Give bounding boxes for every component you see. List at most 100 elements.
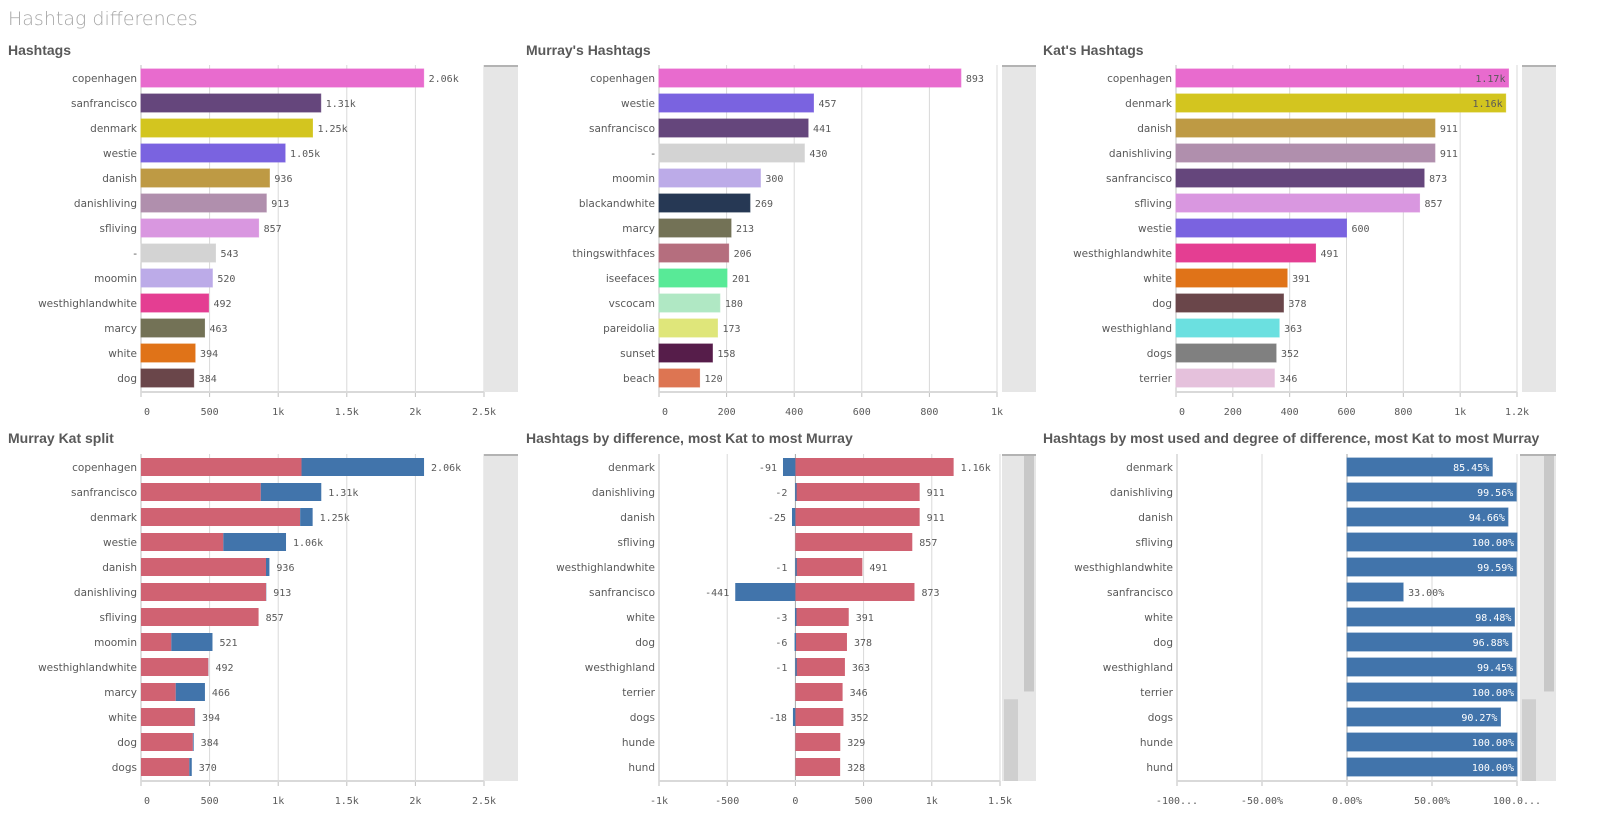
bar-row[interactable]: - 543 xyxy=(133,243,239,263)
bar-segment-murray[interactable] xyxy=(175,683,205,701)
bar[interactable] xyxy=(658,218,732,238)
bar[interactable] xyxy=(140,68,425,88)
scrollbar-thumb[interactable] xyxy=(1002,65,1036,67)
bar-murray[interactable] xyxy=(794,608,797,626)
bar[interactable] xyxy=(658,293,721,313)
bar-row[interactable]: terrier 346 xyxy=(1139,368,1297,388)
bar-row[interactable]: hund 328 xyxy=(628,758,865,776)
bar-row[interactable]: dog 96.88% xyxy=(1153,632,1513,652)
bar-murray[interactable] xyxy=(794,633,797,651)
bar[interactable] xyxy=(140,293,210,313)
bar[interactable] xyxy=(658,193,751,213)
bar[interactable] xyxy=(1175,368,1275,388)
bar[interactable] xyxy=(1175,168,1425,188)
bar-row[interactable]: white 98.48% xyxy=(1144,607,1515,627)
bar[interactable] xyxy=(658,368,701,388)
chart-scrollbar[interactable] xyxy=(484,65,518,392)
bar-murray[interactable] xyxy=(791,508,796,526)
bar-row[interactable]: dogs 352 xyxy=(1147,343,1299,363)
bar-segment-kat[interactable] xyxy=(141,633,172,651)
bar-row[interactable]: sanfrancisco 441 xyxy=(589,118,831,138)
bar-row[interactable]: denmark 1.25k xyxy=(90,118,348,138)
bar[interactable] xyxy=(1175,93,1507,113)
bar-row[interactable]: danishliving 913 xyxy=(74,583,291,601)
bar-row[interactable]: westie 1.05k xyxy=(103,143,320,163)
bar[interactable] xyxy=(1175,143,1436,163)
bar-row[interactable]: terrier 346 xyxy=(622,683,868,701)
bar-segment-murray[interactable] xyxy=(192,733,194,751)
bar-murray[interactable] xyxy=(795,483,797,501)
bar-row[interactable]: terrier 100.00% xyxy=(1140,682,1518,702)
bar-row[interactable]: sanfrancisco 33.00% xyxy=(1107,582,1444,602)
bar-segment-kat[interactable] xyxy=(141,583,266,601)
bar[interactable] xyxy=(1346,707,1501,727)
bar[interactable] xyxy=(140,343,196,363)
bar[interactable] xyxy=(1175,243,1317,263)
bar-row[interactable]: denmark 1.16k xyxy=(1125,93,1507,113)
bar-row[interactable]: iseefaces 201 xyxy=(606,268,750,288)
bar[interactable] xyxy=(1346,657,1517,677)
bar-row[interactable]: white 394 xyxy=(108,343,218,363)
bar-murray[interactable] xyxy=(735,583,796,601)
bar[interactable] xyxy=(140,118,313,138)
bar[interactable] xyxy=(1175,218,1347,238)
bar-row[interactable]: white 394 xyxy=(108,708,220,726)
bar-row[interactable]: thingswithfaces 206 xyxy=(572,243,752,263)
scrollbar-thumb[interactable] xyxy=(1522,65,1556,67)
bar[interactable] xyxy=(1175,68,1509,88)
bar[interactable] xyxy=(1346,607,1515,627)
bar-segment-kat[interactable] xyxy=(141,708,195,726)
bar-row[interactable]: westhighlandwhite 491 xyxy=(1073,243,1339,263)
bar-row[interactable]: marcy 213 xyxy=(622,218,754,238)
bar-kat[interactable] xyxy=(795,608,849,626)
bar-row[interactable]: westhighlandwhite 491 -1 xyxy=(556,558,887,576)
chart-scrollbar[interactable] xyxy=(1520,454,1556,781)
chart-scrollbar[interactable] xyxy=(1522,65,1556,392)
bar[interactable] xyxy=(1175,293,1284,313)
bar-row[interactable]: dogs 370 xyxy=(112,758,217,776)
bar-row[interactable]: danish 936 xyxy=(102,168,292,188)
bar-segment-kat[interactable] xyxy=(141,558,266,576)
bar[interactable] xyxy=(658,118,809,138)
bar[interactable] xyxy=(658,268,728,288)
bar[interactable] xyxy=(1346,582,1404,602)
chart-scrollbar[interactable] xyxy=(484,454,518,781)
bar[interactable] xyxy=(658,143,805,163)
bar-row[interactable]: westhighland 99.45% xyxy=(1103,657,1517,677)
bar-kat[interactable] xyxy=(795,583,915,601)
bar-kat[interactable] xyxy=(795,458,954,476)
bar-kat[interactable] xyxy=(795,483,920,501)
bar[interactable] xyxy=(1175,193,1421,213)
bar[interactable] xyxy=(140,268,213,288)
bar-segment-kat[interactable] xyxy=(141,733,193,751)
bar-row[interactable]: danish 94.66% xyxy=(1138,507,1509,527)
scrollbar-track[interactable] xyxy=(484,454,518,781)
bar-row[interactable]: copenhagen 2.06k xyxy=(72,68,459,88)
bar-kat[interactable] xyxy=(795,508,920,526)
bar-kat[interactable] xyxy=(795,558,863,576)
bar-row[interactable]: westhighland 363 -1 xyxy=(585,658,870,676)
bar-segment-kat[interactable] xyxy=(141,758,190,776)
bar-segment-kat[interactable] xyxy=(141,533,224,551)
bar-row[interactable]: dog 378 xyxy=(1152,293,1306,313)
bar-row[interactable]: moomin 300 xyxy=(612,168,783,188)
bar[interactable] xyxy=(1346,557,1517,577)
bar-segment-kat[interactable] xyxy=(141,458,302,476)
chart-scrollbar[interactable] xyxy=(1002,454,1036,781)
bar-row[interactable]: pareidolia 173 xyxy=(603,318,741,338)
bar-row[interactable]: danishliving 913 xyxy=(74,193,289,213)
bar[interactable] xyxy=(140,193,267,213)
bar[interactable] xyxy=(658,93,814,113)
bar-row[interactable]: westhighland 363 xyxy=(1102,318,1302,338)
bar-row[interactable]: moomin 521 xyxy=(94,633,238,651)
bar-kat[interactable] xyxy=(795,733,841,751)
bar-row[interactable]: sanfrancisco 1.31k xyxy=(71,483,358,501)
bar-row[interactable]: denmark 1.16k -91 xyxy=(608,458,991,476)
bar-kat[interactable] xyxy=(795,758,841,776)
scrollbar-track[interactable] xyxy=(1522,65,1556,392)
chart-scrollbar[interactable] xyxy=(1002,65,1036,392)
bar[interactable] xyxy=(1175,343,1277,363)
bar-row[interactable]: vscocam 180 xyxy=(609,293,743,313)
bar-row[interactable]: dogs 90.27% xyxy=(1148,707,1501,727)
bar[interactable] xyxy=(1346,532,1518,552)
